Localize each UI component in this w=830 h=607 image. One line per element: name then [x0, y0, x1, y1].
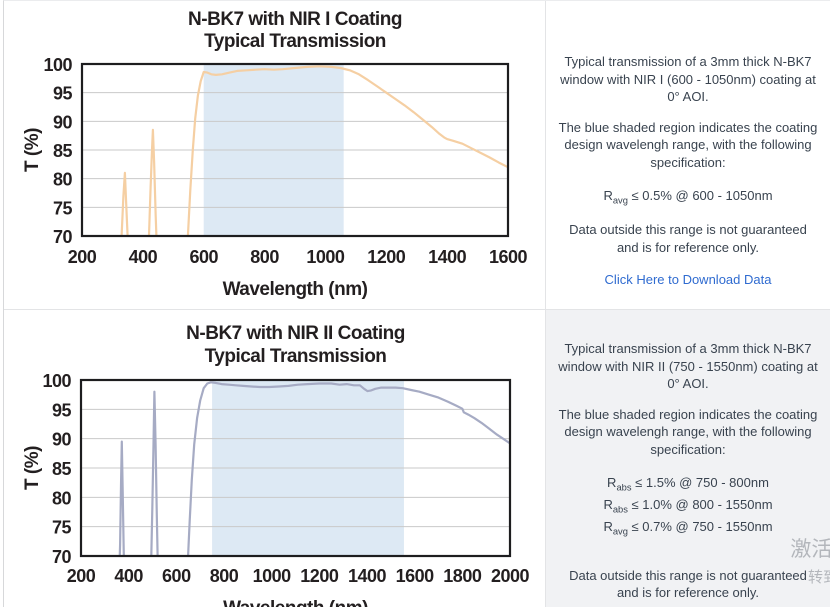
description-paragraph: The blue shaded region indicates the coa… — [558, 119, 818, 170]
x-tick-label: 1600 — [396, 566, 435, 586]
y-tick-label: 70 — [52, 547, 72, 567]
transmission-curve — [118, 381, 510, 556]
x-tick-label: 1800 — [443, 566, 482, 586]
chart-panel-nir1: N-BK7 with NIR I Coating Typical Transmis… — [4, 1, 545, 309]
y-tick-label: 75 — [53, 198, 73, 218]
description-panel-nir1: Typical transmission of a 3mm thick N-BK… — [545, 1, 830, 309]
spec-line: Rabs ≤ 1.0% @ 800 - 1550nm — [603, 497, 773, 515]
x-tick-label: 1200 — [367, 247, 406, 267]
x-tick-label: 1000 — [253, 566, 292, 586]
download-data-link[interactable]: Click Here to Download Data — [604, 272, 772, 288]
x-tick-label: 1000 — [306, 247, 345, 267]
y-tick-label: 75 — [52, 518, 72, 538]
chart-title-line2: Typical Transmission — [205, 346, 387, 367]
y-tick-label: 80 — [53, 170, 73, 190]
chart-title-line2: Typical Transmission — [204, 31, 386, 52]
x-tick-label: 600 — [189, 247, 218, 267]
y-tick-label: 95 — [52, 400, 72, 420]
y-tick-label: 100 — [42, 371, 71, 391]
y-tick-label: 85 — [52, 459, 72, 479]
description-paragraph: Data outside this range is not guarantee… — [569, 567, 807, 601]
y-tick-label: 95 — [53, 84, 73, 104]
y-tick-label: 70 — [53, 227, 73, 247]
x-tick-label: 200 — [67, 566, 96, 586]
y-tick-label: 80 — [52, 488, 72, 508]
spec-line: Ravg ≤ 0.7% @ 750 - 1550nm — [603, 519, 773, 538]
x-tick-label: 800 — [210, 566, 239, 586]
y-axis-label: T (%) — [22, 128, 43, 172]
plot-frame — [79, 378, 512, 558]
x-tick-label: 1400 — [428, 247, 467, 267]
y-tick-label: 90 — [53, 112, 73, 132]
chart-title-line1: N-BK7 with NIR I Coating — [188, 9, 402, 30]
description-paragraph: Typical transmission of a 3mm thick N-BK… — [558, 341, 818, 392]
x-axis-label: Wavelength (nm) — [223, 598, 368, 607]
y-tick-label: 90 — [52, 430, 72, 450]
y-tick-label: 85 — [53, 141, 73, 161]
description-paragraph: Data outside this range is not guarantee… — [569, 222, 807, 255]
chart-panel-nir2: N-BK7 with NIR II Coating Typical Transmi… — [4, 309, 545, 607]
x-tick-label: 1400 — [348, 566, 387, 586]
x-tick-label: 600 — [162, 566, 191, 586]
x-axis-label: Wavelength (nm) — [223, 279, 368, 300]
description-panel-nir2: Typical transmission of a 3mm thick N-BK… — [545, 309, 830, 607]
plot-frame — [80, 62, 510, 238]
spec-line: Ravg ≤ 0.5% @ 600 - 1050nm — [603, 188, 773, 206]
y-axis-label: T (%) — [22, 446, 43, 490]
spec-block: Rabs ≤ 1.5% @ 750 - 800nm Rabs ≤ 1.0% @ … — [603, 473, 772, 539]
x-tick-label: 200 — [68, 247, 97, 267]
spec-block: Ravg ≤ 0.5% @ 600 - 1050nm — [603, 186, 772, 208]
description-paragraph: The blue shaded region indicates the coa… — [558, 406, 818, 457]
x-tick-label: 1200 — [300, 566, 339, 586]
chart-title-line1: N-BK7 with NIR II Coating — [186, 323, 405, 344]
x-tick-label: 2000 — [491, 566, 530, 586]
x-tick-label: 800 — [250, 247, 279, 267]
x-tick-label: 400 — [114, 566, 143, 586]
content-frame: N-BK7 with NIR I Coating Typical Transmis… — [3, 0, 830, 607]
description-paragraph: Typical transmission of a 3mm thick N-BK… — [560, 54, 816, 105]
x-tick-label: 400 — [129, 247, 158, 267]
x-tick-label: 1600 — [489, 247, 528, 267]
transmission-curve — [120, 65, 508, 236]
spec-line: Rabs ≤ 1.5% @ 750 - 800nm — [607, 475, 769, 493]
y-tick-label: 100 — [43, 55, 72, 75]
